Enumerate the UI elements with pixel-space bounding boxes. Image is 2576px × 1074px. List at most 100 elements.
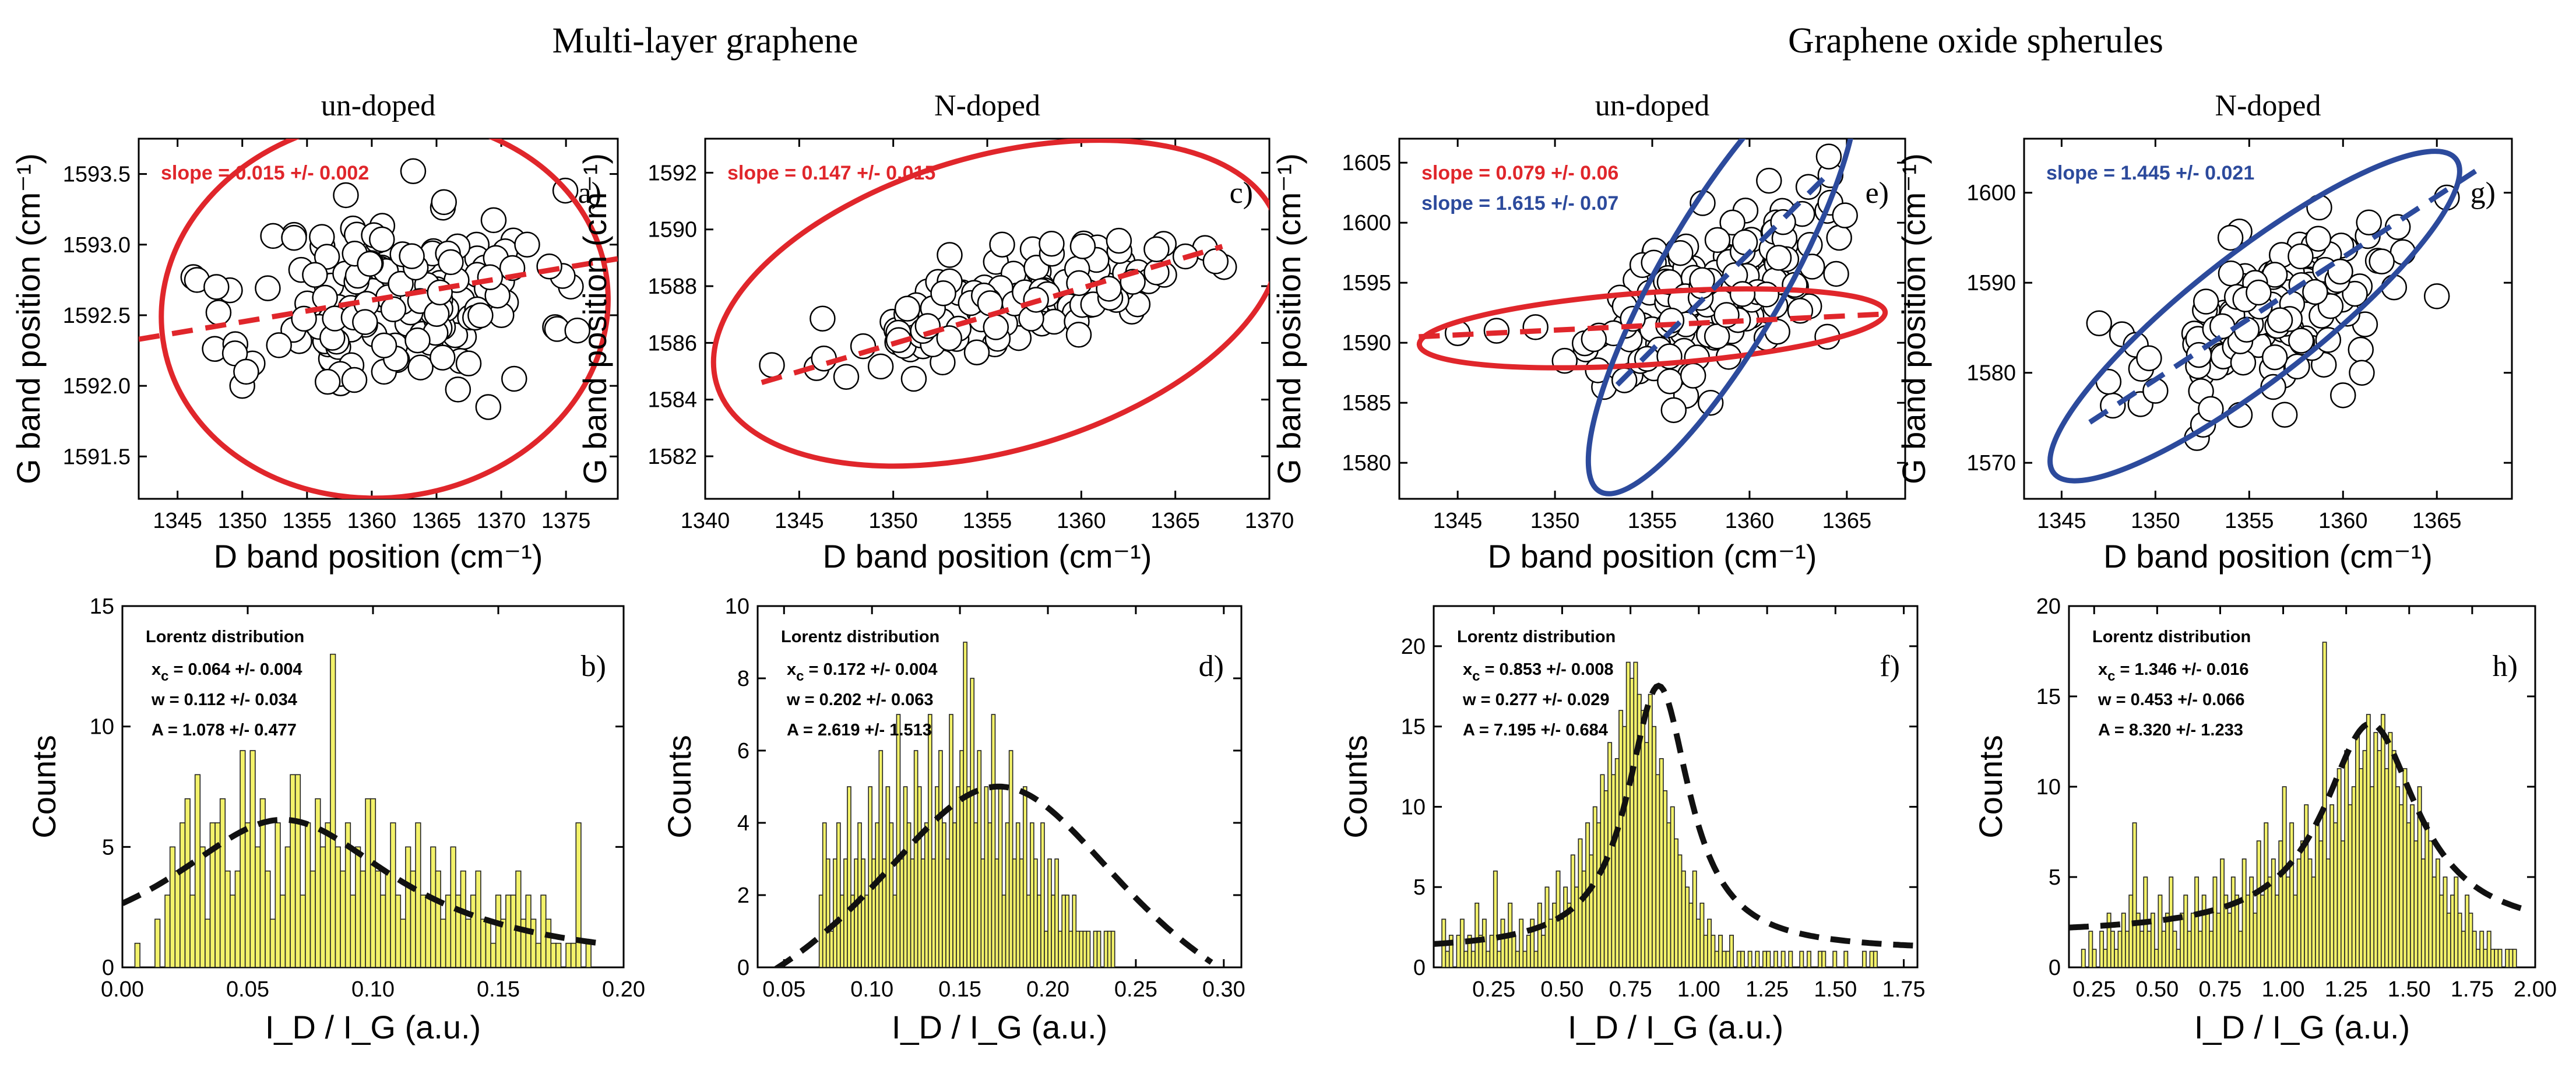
histogram-bar	[843, 858, 848, 967]
histogram-bar	[2431, 876, 2437, 967]
data-point	[427, 279, 453, 306]
histogram-bar	[963, 642, 967, 967]
data-point	[455, 350, 482, 376]
x-tick-label: 1345	[775, 509, 824, 533]
histogram-bar	[1578, 838, 1583, 967]
y-tick-label: 1582	[647, 445, 697, 469]
histogram-bar	[2377, 750, 2382, 967]
histogram-bar	[2183, 895, 2188, 967]
histogram-bar	[430, 846, 437, 967]
histogram-bar	[1486, 950, 1491, 967]
histogram-bar	[365, 798, 371, 967]
histogram-bar	[2311, 876, 2316, 967]
histogram-bar	[265, 870, 271, 967]
histogram-bar	[2241, 858, 2247, 967]
data-point	[1704, 323, 1730, 350]
data-point	[445, 376, 471, 403]
data-point	[1522, 314, 1549, 340]
histogram-bar	[1456, 935, 1461, 967]
histogram-bar	[1541, 935, 1546, 967]
y-tick-label: 1584	[647, 388, 697, 413]
histogram-bar	[910, 858, 915, 967]
y-tick-label: 15	[2036, 685, 2061, 709]
histogram-bar	[924, 822, 929, 967]
x-axis-label: D band position (cm⁻¹)	[1488, 538, 1817, 575]
histogram-panel-h: 0.25 0.50 0.75 1.00 1.25 1.50 1.75 2.00 0 5 10 15 20…	[1972, 594, 2557, 1045]
histogram-bar	[1762, 950, 1767, 967]
histogram-bar	[2322, 642, 2327, 967]
y-tick-label: 1592.0	[63, 374, 131, 399]
histogram-bar	[2465, 895, 2470, 967]
y-tick-label: 1593.5	[63, 163, 131, 187]
x-tick-label: 1360	[1057, 509, 1106, 533]
confidence-ellipse	[1585, 139, 1859, 496]
data-point	[2271, 402, 2298, 428]
histogram-bar	[1644, 742, 1649, 967]
histogram-panel-b: 0.00 0.05 0.10 0.15 0.20 0 5 10 15 Lorentz distri…	[26, 594, 645, 1045]
data-point	[759, 352, 785, 378]
histogram-bar	[2329, 804, 2335, 967]
x-tick-label: 0.25	[1114, 977, 1157, 1002]
histogram-bar	[1630, 678, 1635, 967]
histogram-bar	[540, 895, 547, 967]
histogram-bar	[2494, 949, 2499, 967]
histogram-bar	[1692, 870, 1697, 967]
y-tick-label: 10	[725, 594, 749, 619]
histogram-bar	[1054, 858, 1059, 967]
histogram-bar	[871, 858, 877, 967]
histogram-bar	[2245, 895, 2250, 967]
histogram-bar	[2436, 858, 2440, 967]
histogram-bar	[1552, 902, 1557, 967]
histogram-bar	[294, 774, 301, 967]
y-axis-label: G band position (cm⁻¹)	[10, 153, 47, 484]
x-tick-label: 1370	[477, 509, 526, 533]
data-point	[314, 244, 340, 270]
histogram-bar	[2457, 913, 2462, 967]
y-tick-label: 1586	[647, 331, 697, 355]
x-tick-label: 1.75	[2451, 977, 2494, 1002]
histogram-bar	[2132, 822, 2137, 967]
panel-subtitle: N-doped	[934, 89, 1040, 122]
data-point	[833, 364, 860, 390]
histogram-bar	[1681, 870, 1686, 967]
x-tick-label: 0.10	[850, 977, 893, 1002]
x-tick-label: 1350	[1530, 509, 1580, 533]
histogram-bar	[2399, 804, 2404, 967]
histogram-bar	[2194, 876, 2200, 967]
x-tick-label: 1.50	[1814, 977, 1857, 1002]
histogram-bar	[2121, 913, 2126, 967]
lorentz-fit-curve	[1434, 682, 1917, 949]
histogram-bar	[1711, 935, 1716, 967]
x-tick-label: 1365	[1822, 509, 1872, 533]
histogram-bar	[385, 870, 391, 967]
panel-label: e)	[1866, 177, 1889, 210]
histogram-bar	[2315, 822, 2320, 967]
data-point	[2369, 248, 2395, 274]
histogram-bar	[1459, 918, 1465, 967]
x-tick-label: 1.00	[1677, 977, 1720, 1002]
data-point	[2246, 279, 2272, 306]
histogram-bar	[2486, 931, 2491, 967]
y-tick-label: 20	[1401, 635, 1426, 659]
histogram-bar	[1033, 858, 1038, 967]
histogram-bar	[1799, 950, 1804, 967]
data-point	[399, 243, 425, 269]
histogram-bar	[1445, 950, 1450, 967]
fit-param-xc: xc = 0.172 +/- 0.004	[787, 660, 937, 684]
scatter-panel-e: un-doped 1345 1350 1355 1360 1365 1580 1585 1590…	[1271, 89, 1906, 575]
histogram-bar	[535, 942, 541, 967]
x-tick-label: 1365	[1150, 509, 1200, 533]
histogram-bar	[818, 895, 824, 967]
histogram-bar	[2220, 858, 2225, 967]
data-point	[341, 367, 368, 393]
histogram-bar	[1110, 931, 1115, 967]
histogram-bar	[1696, 918, 1701, 967]
histogram-bar	[2293, 895, 2298, 967]
histogram-bar	[134, 942, 140, 967]
histogram-bar	[2285, 876, 2290, 967]
histogram-bar	[1677, 854, 1683, 967]
histogram-bar	[878, 750, 884, 967]
histogram-bar	[2216, 913, 2221, 967]
histogram-bar	[2249, 876, 2254, 967]
histogram-bar	[1614, 758, 1620, 967]
